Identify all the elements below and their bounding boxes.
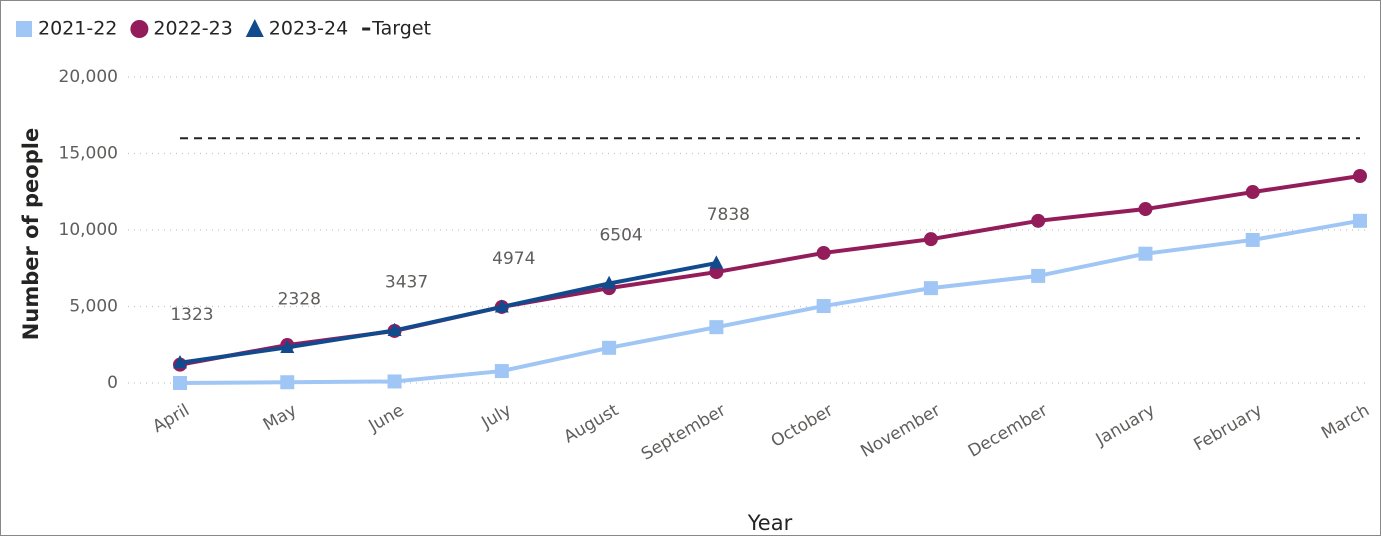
- data-label: 7838: [707, 205, 750, 225]
- marker: [494, 364, 509, 379]
- x-axis-title: Year: [747, 511, 793, 535]
- data-label: 2328: [278, 289, 321, 309]
- legend-marker: [16, 21, 32, 37]
- marker: [173, 376, 187, 390]
- marker: [1245, 232, 1260, 247]
- legend-label: 2022-23: [153, 18, 232, 40]
- marker: [1138, 246, 1153, 261]
- y-tick-label: 15,000: [59, 144, 118, 164]
- series-line: [179, 218, 1361, 385]
- marker: [1031, 213, 1046, 228]
- legend-marker: [130, 20, 149, 38]
- marker: [602, 275, 617, 290]
- marker: [602, 340, 617, 355]
- marker: [923, 281, 938, 296]
- marker: [1245, 185, 1260, 200]
- series-line: [179, 261, 717, 365]
- marker: [173, 355, 187, 369]
- legend-label: 2023-24: [269, 18, 348, 40]
- marker: [709, 320, 724, 335]
- legend-marker: [245, 19, 264, 37]
- data-label: 1323: [170, 305, 213, 325]
- y-tick-label: 5,000: [69, 297, 118, 317]
- marker: [1353, 168, 1367, 183]
- legend-label: Target: [371, 18, 431, 40]
- marker: [923, 232, 938, 247]
- data-label: 6504: [599, 225, 642, 245]
- y-axis-title: Number of people: [19, 128, 43, 340]
- marker: [280, 339, 295, 353]
- marker: [709, 255, 724, 269]
- marker: [494, 299, 509, 313]
- marker: [280, 375, 295, 390]
- y-tick-label: 10,000: [59, 220, 118, 240]
- marker: [387, 374, 402, 389]
- marker: [1031, 268, 1046, 283]
- legend-marker: [362, 27, 371, 31]
- marker: [1353, 213, 1367, 228]
- marker: [1138, 202, 1153, 217]
- y-tick-label: 0: [107, 373, 118, 393]
- legend-label: 2021-22: [38, 18, 117, 40]
- data-label: 4974: [492, 249, 535, 269]
- marker: [816, 299, 831, 314]
- marker: [816, 245, 831, 260]
- data-label: 3437: [385, 272, 428, 292]
- marker: [387, 322, 402, 337]
- y-tick-label: 20,000: [59, 67, 118, 87]
